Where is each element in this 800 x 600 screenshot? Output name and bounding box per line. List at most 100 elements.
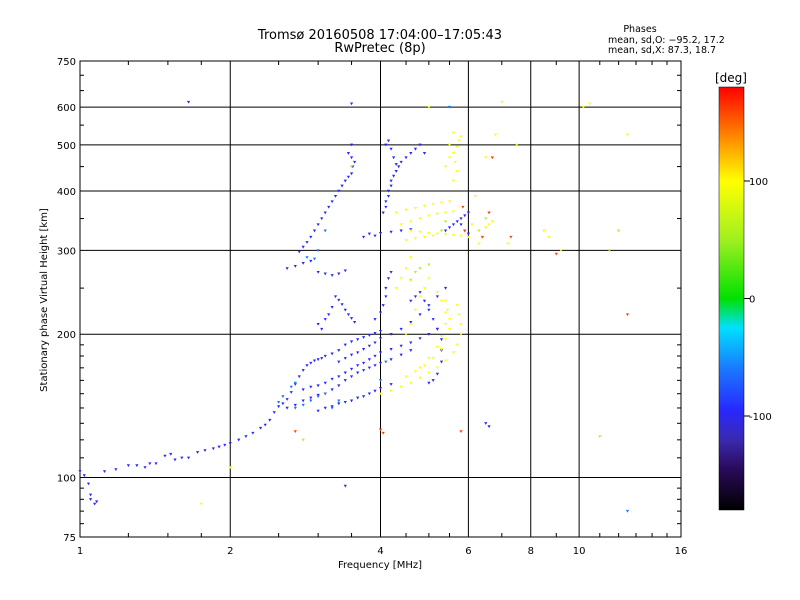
data-point — [443, 233, 448, 237]
data-point — [362, 361, 366, 365]
data-point — [404, 208, 408, 212]
data-point — [356, 351, 360, 355]
data-point — [427, 105, 431, 109]
data-point — [330, 406, 334, 410]
colorbar-tick-label: -100 — [749, 412, 772, 423]
data-point — [320, 357, 324, 360]
data-point — [443, 322, 448, 326]
data-point — [451, 152, 456, 155]
data-point — [378, 232, 383, 235]
data-point — [451, 233, 456, 237]
data-point — [285, 398, 289, 401]
y-axis-label: Stationary phase Virtual Height [km] — [39, 208, 50, 392]
colorbar-label: [deg] — [715, 71, 747, 85]
data-point — [289, 385, 293, 389]
data-point — [473, 194, 478, 198]
data-point — [349, 172, 354, 176]
data-point — [349, 367, 354, 371]
data-point — [349, 143, 354, 147]
data-point — [148, 462, 152, 466]
data-point — [443, 338, 448, 342]
data-point — [309, 385, 313, 389]
data-point — [373, 318, 377, 321]
data-point — [477, 242, 481, 246]
data-point — [378, 329, 383, 333]
data-point — [542, 229, 546, 233]
data-point — [559, 249, 563, 253]
data-point — [154, 462, 158, 466]
data-point — [451, 131, 456, 135]
data-point — [413, 295, 418, 299]
data-point — [362, 369, 366, 372]
data-point — [211, 447, 215, 451]
y-tick-label: 600 — [57, 103, 76, 114]
data-point — [237, 438, 241, 442]
data-point — [418, 217, 422, 221]
x-tick-label: 8 — [528, 546, 534, 557]
data-point — [457, 313, 461, 317]
data-point — [447, 200, 452, 204]
x-tick-label: 4 — [377, 546, 383, 557]
data-point — [418, 291, 422, 294]
data-point — [337, 399, 341, 403]
data-point — [490, 220, 494, 224]
data-point — [367, 392, 371, 396]
data-point — [459, 430, 463, 433]
data-point — [373, 354, 377, 358]
data-point — [356, 396, 360, 400]
data-point — [439, 338, 444, 342]
data-point — [445, 308, 450, 312]
data-point — [484, 226, 488, 230]
data-point — [422, 299, 427, 303]
plot-area: 1 2 4 6 8 10 16 75 100 200 300 400 500 600 750 — [57, 57, 687, 557]
data-point — [418, 313, 422, 317]
data-point — [443, 286, 448, 290]
data-point — [439, 335, 444, 338]
data-point — [459, 234, 463, 238]
data-point — [427, 304, 431, 307]
data-point — [447, 143, 452, 147]
chart-subtitle: RwPretec (8p) — [334, 41, 425, 56]
data-point — [199, 502, 203, 506]
data-point — [422, 364, 427, 368]
data-point — [409, 152, 413, 155]
data-point — [404, 156, 408, 160]
data-point — [316, 223, 320, 227]
data-point — [451, 223, 456, 227]
data-point — [389, 383, 393, 386]
phase-info-heading: Phases — [623, 24, 656, 35]
data-point — [323, 406, 327, 410]
y-tick-labels: 75 100 200 300 400 500 600 750 — [57, 57, 76, 544]
data-point — [413, 370, 418, 374]
data-point — [427, 263, 431, 267]
data-point — [431, 318, 435, 321]
data-point — [378, 337, 383, 341]
data-point — [301, 403, 305, 407]
data-point — [427, 277, 431, 281]
data-point — [343, 343, 347, 347]
data-point — [203, 449, 207, 453]
data-point — [346, 313, 351, 317]
data-point — [378, 351, 383, 355]
x-tick-label: 10 — [573, 546, 586, 557]
data-point — [625, 133, 630, 137]
data-point — [384, 200, 388, 204]
data-point — [337, 360, 341, 364]
data-point — [285, 267, 289, 271]
data-point — [554, 252, 558, 256]
data-point — [289, 391, 293, 394]
data-point — [409, 220, 413, 224]
data-point — [323, 381, 327, 385]
y-tick-label: 200 — [57, 330, 76, 341]
data-point — [251, 431, 255, 435]
data-point — [301, 245, 305, 249]
y-tick-label: 500 — [57, 141, 76, 152]
data-point — [323, 229, 327, 233]
data-point — [367, 232, 371, 236]
data-point — [422, 235, 427, 239]
data-point — [126, 464, 130, 468]
data-point — [389, 147, 393, 151]
data-point — [431, 234, 435, 238]
data-point — [435, 366, 439, 370]
data-point — [422, 286, 427, 290]
